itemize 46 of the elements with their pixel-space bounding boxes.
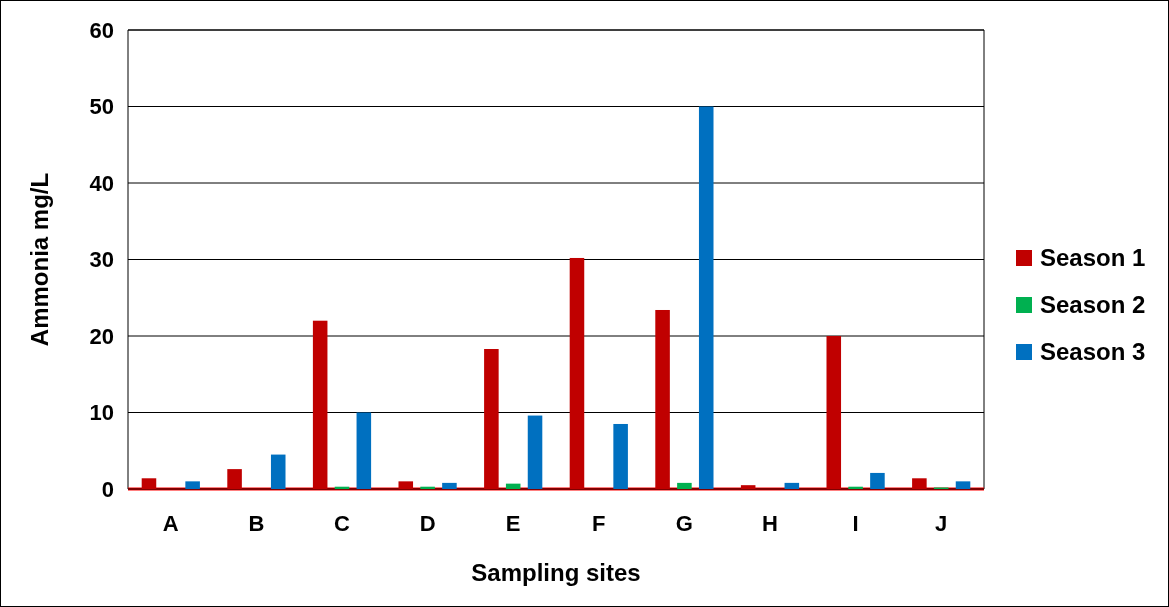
bar (569, 257, 585, 489)
y-tick-label: 0 (101, 476, 114, 502)
bar (912, 478, 927, 489)
y-tick-label: 50 (89, 94, 114, 120)
bar (442, 482, 457, 489)
bar (505, 483, 521, 489)
y-tick-label: 10 (89, 400, 114, 426)
legend-label: Season 1 (1040, 244, 1146, 272)
bar (270, 454, 286, 489)
x-axis-title: Sampling sites (471, 559, 641, 586)
bar (677, 482, 692, 489)
bar (740, 485, 756, 489)
legend-label: Season 2 (1040, 291, 1146, 319)
x-tick-label: J (935, 511, 948, 536)
bar (420, 486, 435, 489)
y-axis-title: Ammonia mg/L (26, 172, 53, 347)
x-tick-label: D (419, 511, 436, 536)
x-tick-label: B (248, 511, 265, 536)
bar (848, 486, 863, 489)
x-tick-label: C (334, 511, 351, 536)
bar (527, 415, 543, 489)
bar (227, 469, 242, 489)
x-tick-label: E (505, 511, 521, 536)
bar (784, 482, 800, 489)
x-tick-label: F (592, 511, 606, 536)
bar (312, 320, 328, 489)
bar (655, 309, 670, 489)
bar (185, 481, 200, 489)
x-tick-label: I (852, 511, 859, 536)
bar (870, 472, 885, 489)
bar (484, 349, 499, 489)
bar (356, 412, 372, 489)
bar (698, 106, 714, 489)
y-tick-label: 60 (89, 17, 114, 43)
bar (141, 478, 157, 489)
x-tick-label: H (762, 511, 778, 536)
legend-label: Season 3 (1040, 338, 1146, 366)
bar (398, 481, 414, 489)
x-tick-label: G (675, 511, 693, 536)
x-tick-label: A (162, 511, 179, 536)
bar (955, 481, 971, 489)
bar (613, 423, 628, 489)
y-tick-label: 20 (89, 323, 114, 349)
bar (826, 336, 842, 489)
y-tick-label: 30 (89, 247, 114, 273)
y-tick-label: 40 (89, 170, 114, 196)
